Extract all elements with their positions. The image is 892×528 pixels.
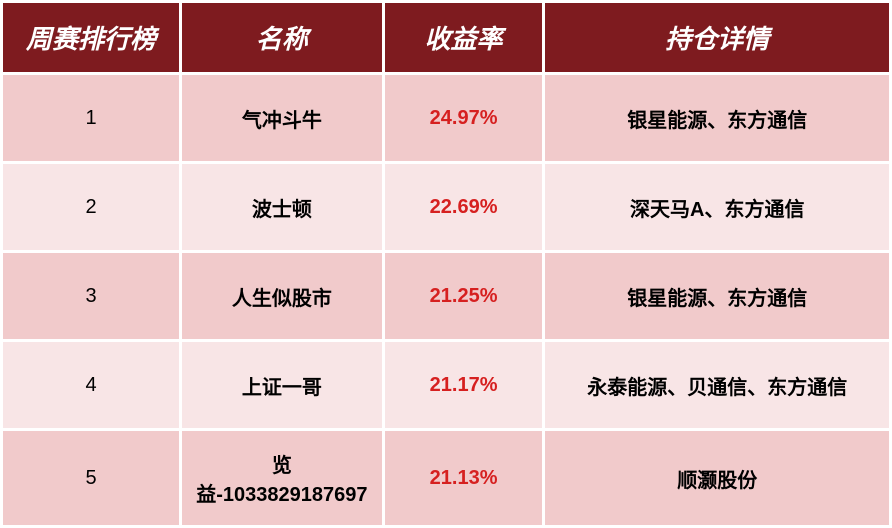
cell-rate: 22.69% — [385, 164, 543, 250]
cell-name: 览益-1033829187697 — [182, 431, 382, 525]
cell-name: 波士顿 — [182, 164, 382, 250]
header-name: 名称 — [182, 3, 382, 72]
cell-holdings: 永泰能源、贝通信、东方通信 — [545, 342, 889, 428]
cell-rank: 2 — [3, 164, 179, 250]
header-rate: 收益率 — [385, 3, 543, 72]
table-row: 2 波士顿 22.69% 深天马A、东方通信 — [3, 164, 889, 250]
table-row: 3 人生似股市 21.25% 银星能源、东方通信 — [3, 253, 889, 339]
cell-rate: 24.97% — [385, 75, 543, 161]
cell-rate: 21.25% — [385, 253, 543, 339]
cell-rank: 5 — [3, 431, 179, 525]
header-rank: 周赛排行榜 — [3, 3, 179, 72]
cell-name: 上证一哥 — [182, 342, 382, 428]
cell-rank: 3 — [3, 253, 179, 339]
cell-name: 气冲斗牛 — [182, 75, 382, 161]
cell-name: 人生似股市 — [182, 253, 382, 339]
cell-holdings: 银星能源、东方通信 — [545, 253, 889, 339]
cell-holdings: 顺灏股份 — [545, 431, 889, 525]
table-row: 4 上证一哥 21.17% 永泰能源、贝通信、东方通信 — [3, 342, 889, 428]
cell-rank: 1 — [3, 75, 179, 161]
cell-rate: 21.17% — [385, 342, 543, 428]
cell-holdings: 银星能源、东方通信 — [545, 75, 889, 161]
ranking-table: 周赛排行榜 名称 收益率 持仓详情 1 气冲斗牛 24.97% 银星能源、东方通… — [0, 0, 892, 528]
cell-rank: 4 — [3, 342, 179, 428]
table-row: 5 览益-1033829187697 21.13% 顺灏股份 — [3, 431, 889, 525]
table-row: 1 气冲斗牛 24.97% 银星能源、东方通信 — [3, 75, 889, 161]
header-holdings: 持仓详情 — [545, 3, 889, 72]
table-header-row: 周赛排行榜 名称 收益率 持仓详情 — [3, 3, 889, 72]
cell-holdings: 深天马A、东方通信 — [545, 164, 889, 250]
cell-rate: 21.13% — [385, 431, 543, 525]
